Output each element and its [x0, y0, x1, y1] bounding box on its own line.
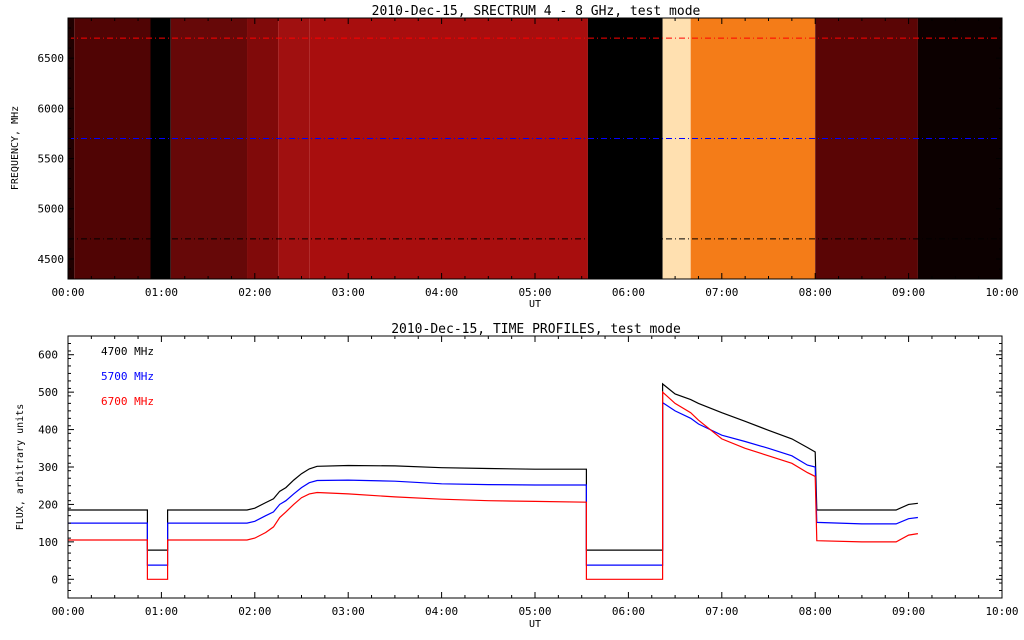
profiles-legend: 4700 MHz 5700 MHz 6700 MHz	[101, 345, 154, 408]
spectrum-band	[74, 18, 151, 279]
x-tick-label: 06:00	[612, 605, 645, 618]
y-tick-label: 100	[38, 536, 58, 549]
x-tick-label: 00:00	[51, 605, 84, 618]
y-tick-label: 0	[51, 573, 58, 586]
legend-entry: 4700 MHz	[101, 345, 154, 358]
spectrum-band	[170, 18, 248, 279]
y-tick-label: 400	[38, 424, 58, 437]
spectrum-y-axis: 4500 5000 5500 6000 6500	[38, 17, 1002, 280]
x-tick-label: 07:00	[705, 286, 738, 299]
profiles-x-label: UT	[529, 619, 541, 630]
x-tick-label: 05:00	[518, 286, 551, 299]
x-tick-label: 04:00	[425, 605, 458, 618]
x-tick-label: 03:00	[332, 605, 365, 618]
x-tick-label: 07:00	[705, 605, 738, 618]
x-tick-label: 08:00	[799, 286, 832, 299]
y-tick-label: 200	[38, 498, 58, 511]
x-tick-label: 09:00	[892, 605, 925, 618]
series-line	[68, 390, 918, 580]
profiles-y-axis: 0 100 200 300 400 500 600	[38, 335, 1002, 599]
legend-entry: 6700 MHz	[101, 395, 154, 408]
x-tick-label: 02:00	[238, 286, 271, 299]
x-tick-label: 06:00	[612, 286, 645, 299]
x-tick-label: 02:00	[238, 605, 271, 618]
spectrum-band	[150, 18, 171, 279]
profiles-y-label: FLUX, arbitrary units	[15, 404, 26, 530]
x-tick-label: 10:00	[985, 605, 1018, 618]
x-tick-label: 01:00	[145, 286, 178, 299]
spectrum-band	[662, 18, 691, 279]
spectrum-y-label: FREQUENCY, MHz	[10, 106, 21, 190]
series-line	[68, 401, 918, 566]
spectrum-title: 2010-Dec-15, SRECTRUM 4 - 8 GHz, test mo…	[372, 4, 701, 19]
x-tick-label: 08:00	[799, 605, 832, 618]
profiles-plot-frame	[67, 335, 1003, 599]
y-tick-label: 5000	[38, 203, 65, 216]
y-tick-label: 6500	[38, 52, 65, 65]
spectrum-bands	[68, 18, 1002, 279]
x-tick-label: 04:00	[425, 286, 458, 299]
spectrum-band	[309, 18, 588, 279]
y-tick-label: 500	[38, 386, 58, 399]
x-tick-label: 05:00	[518, 605, 551, 618]
y-tick-label: 6000	[38, 102, 65, 115]
x-tick-label: 10:00	[985, 286, 1018, 299]
series-line	[68, 382, 918, 551]
spectrum-band	[815, 18, 918, 279]
spectrum-x-label: UT	[529, 299, 541, 310]
profiles-x-axis: 00:00 01:00 02:00 03:00 04:00 05:00 06:00 07:00…	[51, 336, 1019, 618]
spectrum-band	[917, 18, 1002, 279]
y-tick-label: 5500	[38, 153, 65, 166]
y-tick-label: 4500	[38, 253, 65, 266]
y-tick-label: 600	[38, 349, 58, 362]
spectrum-band	[68, 18, 75, 279]
profiles-panel: 2010-Dec-15, TIME PROFILES, test mode 00…	[15, 322, 1019, 630]
spectrum-band	[587, 18, 663, 279]
legend-entry: 5700 MHz	[101, 370, 154, 383]
spectrum-band	[247, 18, 279, 279]
spectrum-panel: 2010-Dec-15, SRECTRUM 4 - 8 GHz, test mo…	[10, 4, 1019, 310]
x-tick-label: 01:00	[145, 605, 178, 618]
spectrum-x-axis: 00:00 01:00 02:00 03:00 04:00 05:00 06:00 07:00…	[51, 18, 1019, 299]
profiles-series	[68, 382, 918, 580]
x-tick-label: 09:00	[892, 286, 925, 299]
x-tick-label: 03:00	[332, 286, 365, 299]
spectrum-band	[690, 18, 816, 279]
x-tick-label: 00:00	[51, 286, 84, 299]
spectrum-band	[278, 18, 310, 279]
profiles-title: 2010-Dec-15, TIME PROFILES, test mode	[391, 322, 681, 337]
y-tick-label: 300	[38, 461, 58, 474]
